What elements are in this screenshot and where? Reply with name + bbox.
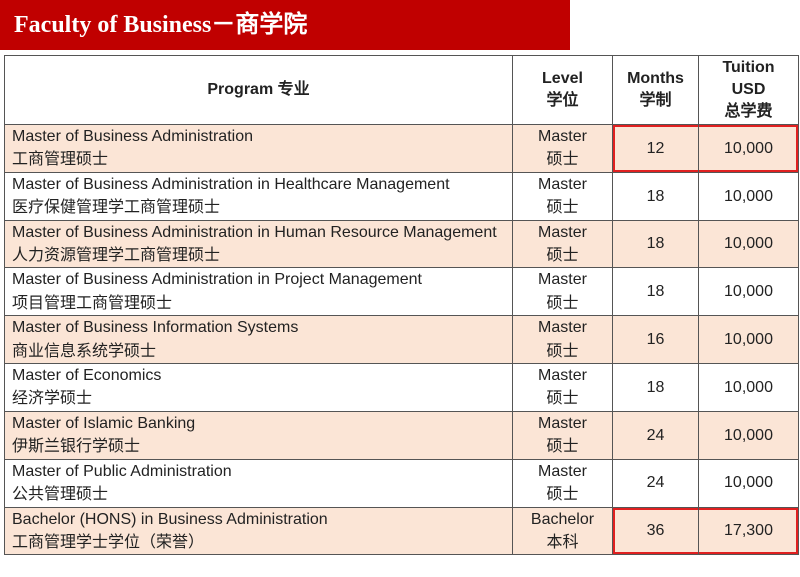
program-cell: Master of Business Administration in Hea… [4,171,513,221]
program-name: Master of Business Administration in Hea… [12,175,450,193]
months-cell: 16 [612,315,699,365]
header-text: Months [627,70,684,87]
program-name-cn: 经济学硕士 [12,390,93,408]
program-cell: Master of Business Administration in Hum… [4,219,513,269]
program-table: Program 专业 Level 学位 Months 学制 Tuition USD 总学费 M… [4,55,799,556]
tuition-cell: 10,000 [698,363,799,412]
level-cn: 硕士 [546,342,579,360]
months-cell: 24 [612,458,699,508]
program-name: Bachelor (HONS) in Business Administrati… [12,510,328,528]
program-name-cn: 公共管理硕士 [12,486,109,504]
column-header: Tuition USD 总学费 [698,55,799,125]
column-header: Level 学位 [512,55,613,125]
program-name-cn: 医疗保健管理学工商管理硕士 [12,199,221,217]
level-cn: 硕士 [546,247,579,265]
page-title: Faculty of Business－商学院 [14,12,308,38]
program-name-cn: 工商管理学士学位（荣誉） [12,533,205,551]
header-text: Program 专业 [207,81,310,98]
level-cell: Master 硕士 [512,171,613,221]
level: Master [538,462,587,480]
tuition-cell: 10,000 [698,267,799,317]
level: Master [538,175,587,193]
level: Master [538,319,587,337]
months-cell: 18 [612,363,699,412]
level: Master [538,367,587,385]
level: Master [538,271,587,289]
program-name: Master of Business Administration [12,128,253,145]
program-cell: Master of Business Information Systems 商业… [4,315,513,365]
tuition-cell: 10,000 [698,458,799,508]
program-name-cn: 工商管理硕士 [12,151,109,169]
level-cell: Master 硕士 [512,267,613,317]
program-name: Master of Business Information Systems [12,319,299,337]
level-cell: Master 硕士 [512,363,613,412]
program-row: Bachelor (HONS) in Business Administrati… [4,506,799,556]
column-header: Program 专业 [4,55,513,125]
program-name: Master of Islamic Banking [12,414,196,432]
program-row: Master of Business Administration in Pro… [4,267,799,317]
program-cell: Master of Business Administration 工商管理硕士 [4,124,513,173]
months-cell: 12 [612,124,699,173]
level-cell: Master 硕士 [512,410,613,460]
header-text: 总学费 [724,103,773,120]
level-cn: 硕士 [546,486,579,504]
level-cell: Master 硕士 [512,458,613,508]
months-cell: 24 [612,410,699,460]
level-cn: 硕士 [546,151,579,169]
level-cell: Master 硕士 [512,315,613,365]
months-cell: 18 [612,219,699,269]
tuition-cell: 10,000 [698,171,799,221]
level-cn: 本科 [546,533,579,551]
level: Master [538,414,587,432]
tuition-cell: 10,000 [698,410,799,460]
program-name: Master of Business Administration in Hum… [12,223,497,241]
level-cell: Bachelor 本科 [512,506,613,556]
program-cell: Master of Economics 经济学硕士 [4,363,513,412]
column-header: Months 学制 [612,55,699,125]
program-name-cn: 伊斯兰银行学硕士 [12,438,141,456]
tuition-cell: 10,000 [698,219,799,269]
program-name-cn: 项目管理工商管理硕士 [12,294,173,312]
program-row: Master of Public Administration 公共管理硕士 Mas… [4,458,799,508]
tuition-cell: 10,000 [698,315,799,365]
months-cell: 36 [612,506,699,556]
banner: Faculty of Business－商学院 [0,0,570,50]
level-cell: Master 硕士 [512,219,613,269]
level: Bachelor [530,510,595,528]
program-row: Master of Business Information Systems 商业… [4,315,799,365]
program-row: Master of Economics 经济学硕士 Master 硕士 18 10,000 [4,363,799,412]
program-row: Master of Business Administration in Hum… [4,219,799,269]
tuition-cell: 17,300 [698,506,799,556]
level: Master [538,128,587,145]
level-cell: Master 硕士 [512,124,613,173]
header-text: Tuition [722,59,775,76]
program-name-cn: 人力资源管理学工商管理硕士 [12,247,221,265]
tuition-cell: 10,000 [698,124,799,173]
level: Master [538,223,587,241]
program-cell: Master of Islamic Banking 伊斯兰银行学硕士 [4,410,513,460]
program-cell: Master of Public Administration 公共管理硕士 [4,458,513,508]
header-text: 学制 [639,92,672,109]
level-cn: 硕士 [546,199,579,217]
program-row: Master of Business Administration in Hea… [4,171,799,221]
level-cn: 硕士 [546,294,579,312]
header-text: USD [731,81,766,98]
header-text: Level [542,70,583,87]
program-name: Master of Economics [12,367,162,385]
table-body: Master of Business Administration 工商管理硕士 M… [4,124,799,556]
level-cn: 硕士 [546,438,579,456]
program-cell: Bachelor (HONS) in Business Administrati… [4,506,513,556]
level-cn: 硕士 [546,390,579,408]
header-row: Program 专业 Level 学位 Months 学制 Tuition USD 总学费 [4,55,799,125]
months-cell: 18 [612,267,699,317]
program-name: Master of Business Administration in Pro… [12,271,422,289]
program-row: Master of Business Administration 工商管理硕士 M… [4,124,799,173]
months-cell: 18 [612,171,699,221]
header-text: 学位 [546,92,579,109]
program-cell: Master of Business Administration in Pro… [4,267,513,317]
program-name-cn: 商业信息系统学硕士 [12,342,157,360]
program-row: Master of Islamic Banking 伊斯兰银行学硕士 Master 硕… [4,410,799,460]
program-name: Master of Public Administration [12,462,232,480]
